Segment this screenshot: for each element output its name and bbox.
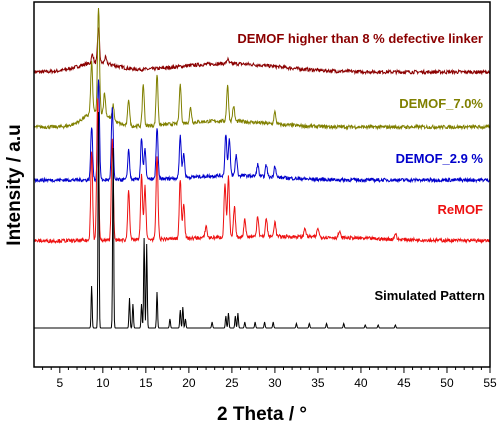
x-tick-label: 50 <box>440 376 454 390</box>
series-line-3 <box>33 79 491 184</box>
x-tick-label: 45 <box>397 376 411 390</box>
series-label-2: DEMOF_7.0% <box>399 96 483 111</box>
series-line-4 <box>33 98 491 244</box>
x-tick-label: 15 <box>139 376 153 390</box>
trace-group <box>33 7 491 330</box>
x-tick-label: 5 <box>56 376 63 390</box>
x-axis-tick-labels: 5 10 15 20 25 30 35 40 45 50 55 <box>56 376 497 390</box>
x-tick-label: 40 <box>354 376 368 390</box>
x-axis-ticks <box>42 367 491 373</box>
plot-frame <box>33 1 491 368</box>
x-tick-label: 25 <box>225 376 239 390</box>
x-tick-label: 35 <box>311 376 325 390</box>
x-axis-title: 2 Theta / ° <box>217 404 307 425</box>
x-tick-label: 55 <box>483 376 497 390</box>
y-axis-title: Intensity / a.u <box>4 124 25 245</box>
x-tick-label: 30 <box>268 376 282 390</box>
x-tick-label: 20 <box>182 376 196 390</box>
series-label-1: DEMOF higher than 8 % defective linker <box>237 31 483 46</box>
series-line-1 <box>33 27 491 76</box>
series-label-3: DEMOF_2.9 % <box>396 151 484 166</box>
series-line-5 <box>34 111 490 330</box>
series-labels: DEMOF higher than 8 % defective linker DE… <box>237 31 485 303</box>
x-tick-label: 10 <box>96 376 110 390</box>
series-label-5: Simulated Pattern <box>374 288 485 303</box>
series-line-2 <box>33 7 491 131</box>
series-label-4: ReMOF <box>438 202 484 217</box>
